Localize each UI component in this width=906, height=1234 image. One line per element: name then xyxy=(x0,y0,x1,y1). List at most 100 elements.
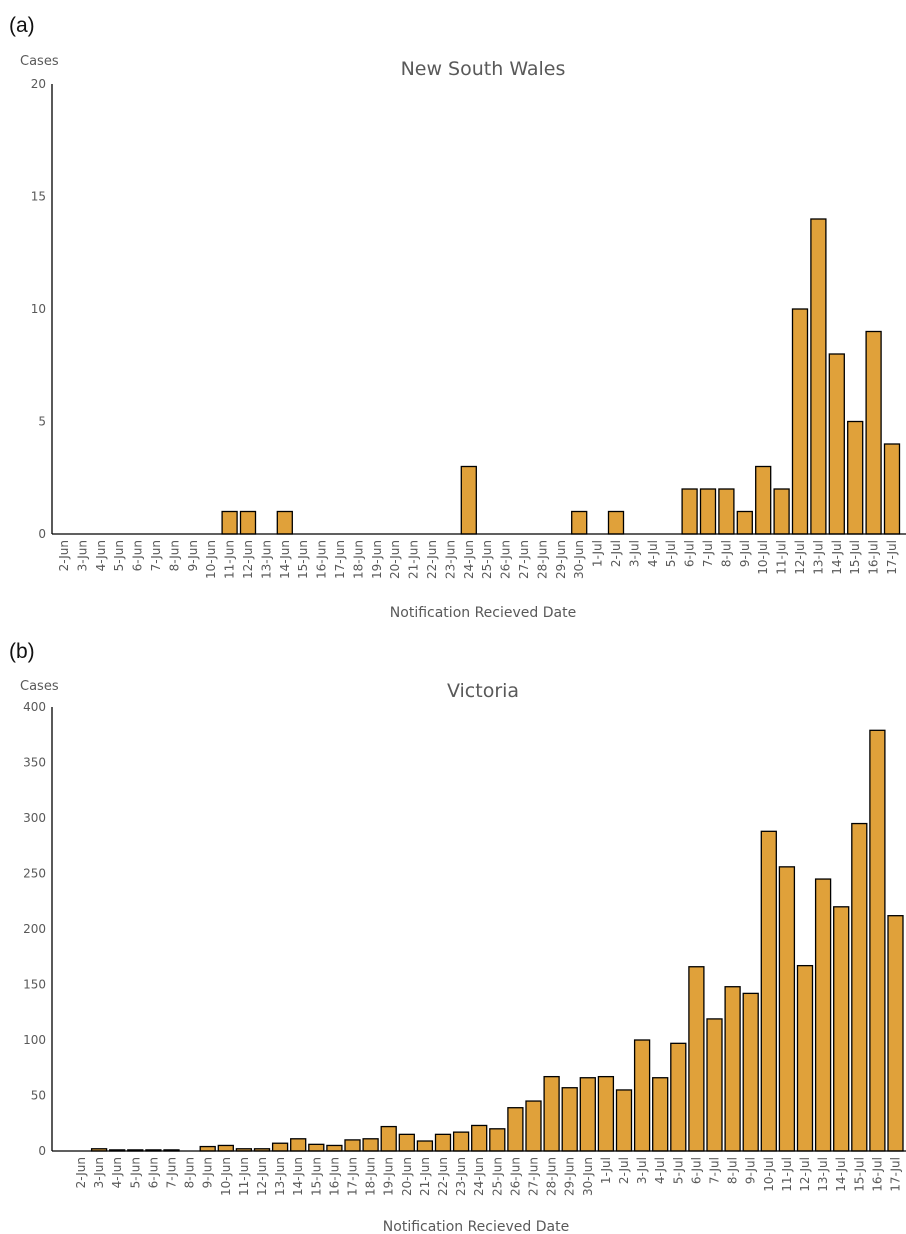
x-tick-label: 6-Jul xyxy=(689,1157,703,1184)
chart-title: Victoria xyxy=(447,680,519,702)
bars xyxy=(90,729,904,1152)
x-tick-label: 9-Jul xyxy=(738,540,752,567)
x-tick-label: 15-Jul xyxy=(852,1157,866,1192)
x-tick-label: 12-Jun xyxy=(255,1157,269,1196)
y-tick-label: 100 xyxy=(23,1033,46,1047)
y-tick-label: 10 xyxy=(31,302,46,316)
bar-13-Jul xyxy=(814,878,832,1152)
bar-23-Jun xyxy=(452,1131,470,1152)
x-tick-label: 17-Jun xyxy=(333,540,347,579)
bar-15-Jul xyxy=(851,822,868,1152)
bar-14-Jun xyxy=(290,1138,307,1152)
x-tick-label: 23-Jun xyxy=(443,540,457,579)
x-tick-label: 24-Jun xyxy=(472,1157,486,1196)
x-tick-label: 6-Jul xyxy=(683,540,697,567)
x-tick-label: 4-Jun xyxy=(94,540,108,571)
x-tick-label: 26-Jun xyxy=(508,1157,522,1196)
bar-9-Jul xyxy=(742,992,759,1152)
x-tick-label: 18-Jun xyxy=(351,540,365,579)
x-tick-label: 12-Jul xyxy=(793,540,807,575)
bar-24-Jun xyxy=(471,1124,488,1152)
x-tick-label: 14-Jun xyxy=(291,1157,305,1196)
x-tick-label: 22-Jun xyxy=(425,540,439,579)
x-tick-label: 25-Jun xyxy=(480,540,494,579)
x-tick-label: 19-Jun xyxy=(382,1157,396,1196)
x-tick-label: 15-Jun xyxy=(296,540,310,579)
panel-letter-a: (a) xyxy=(9,14,35,37)
x-tick-label: 19-Jun xyxy=(370,540,384,579)
x-tick-label: 22-Jun xyxy=(436,1157,450,1196)
x-tick-label: 8-Jun xyxy=(183,1157,197,1188)
bar-7-Jul xyxy=(706,1018,723,1152)
bar-3-Jul xyxy=(633,1039,651,1152)
y-axis-label: Cases xyxy=(20,679,59,694)
bar-13-Jun xyxy=(271,1142,289,1152)
bar-19-Jun xyxy=(380,1125,397,1152)
x-tick-label: 11-Jun xyxy=(223,540,237,579)
x-tick-label: 14-Jul xyxy=(834,1157,848,1192)
x-tick-label: 12-Jun xyxy=(241,540,255,579)
x-tick-label: 20-Jun xyxy=(400,1157,414,1196)
bar-6-Jul xyxy=(688,966,705,1152)
x-tick-label: 7-Jul xyxy=(701,540,715,567)
y-tick-label: 5 xyxy=(38,415,46,429)
x-tick-label: 5-Jul xyxy=(671,1157,685,1184)
x-tick-label: 20-Jun xyxy=(388,540,402,579)
x-tick-label: 18-Jun xyxy=(364,1157,378,1196)
x-ticks: 2-Jun 3-Jun 4-Jun 5-Jun 6-Jun 7-Jun 8-Jun 9-Jun… xyxy=(57,540,899,579)
x-ticks: 2-Jun 3-Jun 4-Jun 5-Jun 6-Jun 7-Jun 8-Jun 9-Jun… xyxy=(74,1157,903,1196)
x-tick-label: 13-Jun xyxy=(259,540,273,579)
x-tick-label: 27-Jun xyxy=(527,1157,541,1196)
y-tick-label: 300 xyxy=(23,811,46,825)
x-tick-label: 25-Jun xyxy=(490,1157,504,1196)
x-tick-label: 2-Jun xyxy=(57,540,71,571)
y-tick-label: 200 xyxy=(23,922,46,936)
x-tick-label: 30-Jun xyxy=(581,1157,595,1196)
x-tick-label: 11-Jul xyxy=(775,540,789,575)
x-tick-label: 3-Jul xyxy=(635,1157,649,1184)
x-tick-label: 4-Jul xyxy=(646,540,660,567)
x-tick-label: 13-Jul xyxy=(816,1157,830,1192)
bar-16-Jul xyxy=(869,729,886,1152)
x-tick-label: 10-Jul xyxy=(756,540,770,575)
x-tick-label: 29-Jun xyxy=(563,1157,577,1196)
bar-8-Jul xyxy=(724,986,741,1152)
x-tick-label: 9-Jun xyxy=(186,540,200,571)
x-tick-label: 8-Jul xyxy=(719,540,733,567)
x-tick-label: 10-Jun xyxy=(219,1157,233,1196)
bar-11-Jul xyxy=(778,866,796,1152)
bar-28-Jun xyxy=(543,1075,560,1152)
chart-title: New South Wales xyxy=(401,58,566,80)
x-tick-label: 14-Jul xyxy=(830,540,844,575)
x-tick-label: 1-Jul xyxy=(591,540,605,567)
x-tick-label: 5-Jun xyxy=(112,540,126,571)
x-tick-label: 8-Jun xyxy=(167,540,181,571)
bar-10-Jul xyxy=(760,830,777,1152)
bar-22-Jun xyxy=(434,1133,452,1152)
x-axis-label: Notification Recieved Date xyxy=(390,605,576,621)
x-tick-label: 23-Jun xyxy=(454,1157,468,1196)
bar-20-Jun xyxy=(398,1133,415,1152)
x-tick-label: 9-Jun xyxy=(201,1157,215,1188)
x-tick-label: 7-Jun xyxy=(165,1157,179,1188)
x-tick-label: 5-Jul xyxy=(664,540,678,567)
bar-18-Jun xyxy=(362,1138,379,1152)
x-tick-label: 28-Jun xyxy=(545,1157,559,1196)
x-tick-label: 7-Jun xyxy=(149,540,163,571)
x-tick-label: 11-Jun xyxy=(237,1157,251,1196)
x-tick-label: 3-Jul xyxy=(627,540,641,567)
x-tick-label: 16-Jun xyxy=(315,540,329,579)
x-tick-label: 21-Jun xyxy=(418,1157,432,1196)
x-tick-label: 21-Jun xyxy=(407,540,421,579)
y-ticks: 0 5 10 15 20 xyxy=(31,77,46,541)
x-tick-label: 10-Jul xyxy=(762,1157,776,1192)
x-tick-label: 10-Jun xyxy=(204,540,218,579)
y-tick-label: 0 xyxy=(38,1144,46,1158)
bar-5-Jul xyxy=(670,1042,687,1152)
x-tick-label: 17-Jul xyxy=(889,1157,903,1192)
bar-10-Jun xyxy=(217,1144,234,1152)
x-tick-label: 9-Jul xyxy=(744,1157,758,1184)
bar-27-Jun xyxy=(525,1100,542,1152)
x-tick-label: 2-Jul xyxy=(617,1157,631,1184)
x-tick-label: 17-Jul xyxy=(885,540,899,575)
